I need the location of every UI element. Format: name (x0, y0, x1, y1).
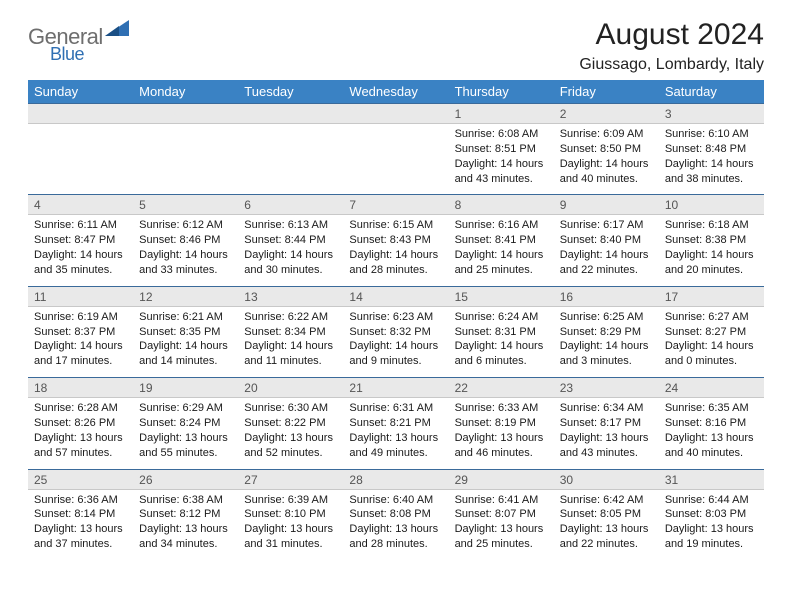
day-cell: Sunrise: 6:34 AMSunset: 8:17 PMDaylight:… (554, 398, 659, 469)
day-header: Tuesday (238, 80, 343, 104)
day-cell: Sunrise: 6:10 AMSunset: 8:48 PMDaylight:… (659, 124, 764, 195)
date-cell: 25 (28, 469, 133, 489)
date-cell: 10 (659, 195, 764, 215)
day-cell: Sunrise: 6:41 AMSunset: 8:07 PMDaylight:… (449, 489, 554, 560)
date-cell: 27 (238, 469, 343, 489)
day-cell: Sunrise: 6:42 AMSunset: 8:05 PMDaylight:… (554, 489, 659, 560)
month-title: August 2024 (579, 18, 764, 52)
date-cell (343, 104, 448, 124)
date-cell: 23 (554, 378, 659, 398)
date-cell: 18 (28, 378, 133, 398)
date-cell: 2 (554, 104, 659, 124)
day-cell: Sunrise: 6:09 AMSunset: 8:50 PMDaylight:… (554, 124, 659, 195)
day-header-row: SundayMondayTuesdayWednesdayThursdayFrid… (28, 80, 764, 104)
header: General Blue August 2024 Giussago, Lomba… (28, 18, 764, 74)
day-cell: Sunrise: 6:36 AMSunset: 8:14 PMDaylight:… (28, 489, 133, 560)
day-header: Sunday (28, 80, 133, 104)
day-cell: Sunrise: 6:11 AMSunset: 8:47 PMDaylight:… (28, 215, 133, 286)
date-cell: 20 (238, 378, 343, 398)
day-cell (343, 124, 448, 195)
content-row: Sunrise: 6:08 AMSunset: 8:51 PMDaylight:… (28, 124, 764, 195)
date-row: 123 (28, 104, 764, 124)
day-cell: Sunrise: 6:31 AMSunset: 8:21 PMDaylight:… (343, 398, 448, 469)
day-cell: Sunrise: 6:15 AMSunset: 8:43 PMDaylight:… (343, 215, 448, 286)
day-cell (238, 124, 343, 195)
day-cell: Sunrise: 6:13 AMSunset: 8:44 PMDaylight:… (238, 215, 343, 286)
logo-word-blue: Blue (50, 44, 84, 65)
date-cell: 11 (28, 286, 133, 306)
day-header: Friday (554, 80, 659, 104)
date-cell: 19 (133, 378, 238, 398)
date-cell: 24 (659, 378, 764, 398)
date-cell: 30 (554, 469, 659, 489)
day-cell: Sunrise: 6:28 AMSunset: 8:26 PMDaylight:… (28, 398, 133, 469)
day-header: Wednesday (343, 80, 448, 104)
date-cell: 29 (449, 469, 554, 489)
date-cell: 14 (343, 286, 448, 306)
day-cell: Sunrise: 6:33 AMSunset: 8:19 PMDaylight:… (449, 398, 554, 469)
day-cell (133, 124, 238, 195)
date-cell: 26 (133, 469, 238, 489)
date-cell: 28 (343, 469, 448, 489)
day-cell: Sunrise: 6:39 AMSunset: 8:10 PMDaylight:… (238, 489, 343, 560)
day-header: Thursday (449, 80, 554, 104)
date-cell: 1 (449, 104, 554, 124)
date-cell: 8 (449, 195, 554, 215)
date-cell (238, 104, 343, 124)
calendar-table: SundayMondayTuesdayWednesdayThursdayFrid… (28, 80, 764, 560)
day-cell: Sunrise: 6:44 AMSunset: 8:03 PMDaylight:… (659, 489, 764, 560)
date-cell: 7 (343, 195, 448, 215)
title-block: August 2024 Giussago, Lombardy, Italy (579, 18, 764, 74)
date-cell: 16 (554, 286, 659, 306)
date-cell (133, 104, 238, 124)
day-header: Monday (133, 80, 238, 104)
date-cell: 3 (659, 104, 764, 124)
day-cell (28, 124, 133, 195)
day-cell: Sunrise: 6:12 AMSunset: 8:46 PMDaylight:… (133, 215, 238, 286)
day-cell: Sunrise: 6:16 AMSunset: 8:41 PMDaylight:… (449, 215, 554, 286)
date-cell: 6 (238, 195, 343, 215)
day-cell: Sunrise: 6:21 AMSunset: 8:35 PMDaylight:… (133, 306, 238, 377)
logo: General Blue (28, 24, 129, 50)
date-cell: 21 (343, 378, 448, 398)
date-cell: 15 (449, 286, 554, 306)
logo-triangle-icon (105, 20, 129, 40)
date-cell: 17 (659, 286, 764, 306)
content-row: Sunrise: 6:11 AMSunset: 8:47 PMDaylight:… (28, 215, 764, 286)
date-row: 25262728293031 (28, 469, 764, 489)
day-cell: Sunrise: 6:18 AMSunset: 8:38 PMDaylight:… (659, 215, 764, 286)
day-cell: Sunrise: 6:27 AMSunset: 8:27 PMDaylight:… (659, 306, 764, 377)
date-cell: 13 (238, 286, 343, 306)
content-row: Sunrise: 6:28 AMSunset: 8:26 PMDaylight:… (28, 398, 764, 469)
day-cell: Sunrise: 6:22 AMSunset: 8:34 PMDaylight:… (238, 306, 343, 377)
date-cell: 31 (659, 469, 764, 489)
day-header: Saturday (659, 80, 764, 104)
day-cell: Sunrise: 6:38 AMSunset: 8:12 PMDaylight:… (133, 489, 238, 560)
date-row: 45678910 (28, 195, 764, 215)
day-cell: Sunrise: 6:19 AMSunset: 8:37 PMDaylight:… (28, 306, 133, 377)
day-cell: Sunrise: 6:30 AMSunset: 8:22 PMDaylight:… (238, 398, 343, 469)
date-cell: 5 (133, 195, 238, 215)
day-cell: Sunrise: 6:40 AMSunset: 8:08 PMDaylight:… (343, 489, 448, 560)
day-cell: Sunrise: 6:23 AMSunset: 8:32 PMDaylight:… (343, 306, 448, 377)
date-cell (28, 104, 133, 124)
day-cell: Sunrise: 6:08 AMSunset: 8:51 PMDaylight:… (449, 124, 554, 195)
date-row: 18192021222324 (28, 378, 764, 398)
day-cell: Sunrise: 6:25 AMSunset: 8:29 PMDaylight:… (554, 306, 659, 377)
day-cell: Sunrise: 6:17 AMSunset: 8:40 PMDaylight:… (554, 215, 659, 286)
date-row: 11121314151617 (28, 286, 764, 306)
content-row: Sunrise: 6:19 AMSunset: 8:37 PMDaylight:… (28, 306, 764, 377)
date-cell: 22 (449, 378, 554, 398)
day-cell: Sunrise: 6:29 AMSunset: 8:24 PMDaylight:… (133, 398, 238, 469)
date-cell: 9 (554, 195, 659, 215)
content-row: Sunrise: 6:36 AMSunset: 8:14 PMDaylight:… (28, 489, 764, 560)
date-cell: 12 (133, 286, 238, 306)
location-subtitle: Giussago, Lombardy, Italy (579, 56, 764, 74)
day-cell: Sunrise: 6:24 AMSunset: 8:31 PMDaylight:… (449, 306, 554, 377)
day-cell: Sunrise: 6:35 AMSunset: 8:16 PMDaylight:… (659, 398, 764, 469)
date-cell: 4 (28, 195, 133, 215)
